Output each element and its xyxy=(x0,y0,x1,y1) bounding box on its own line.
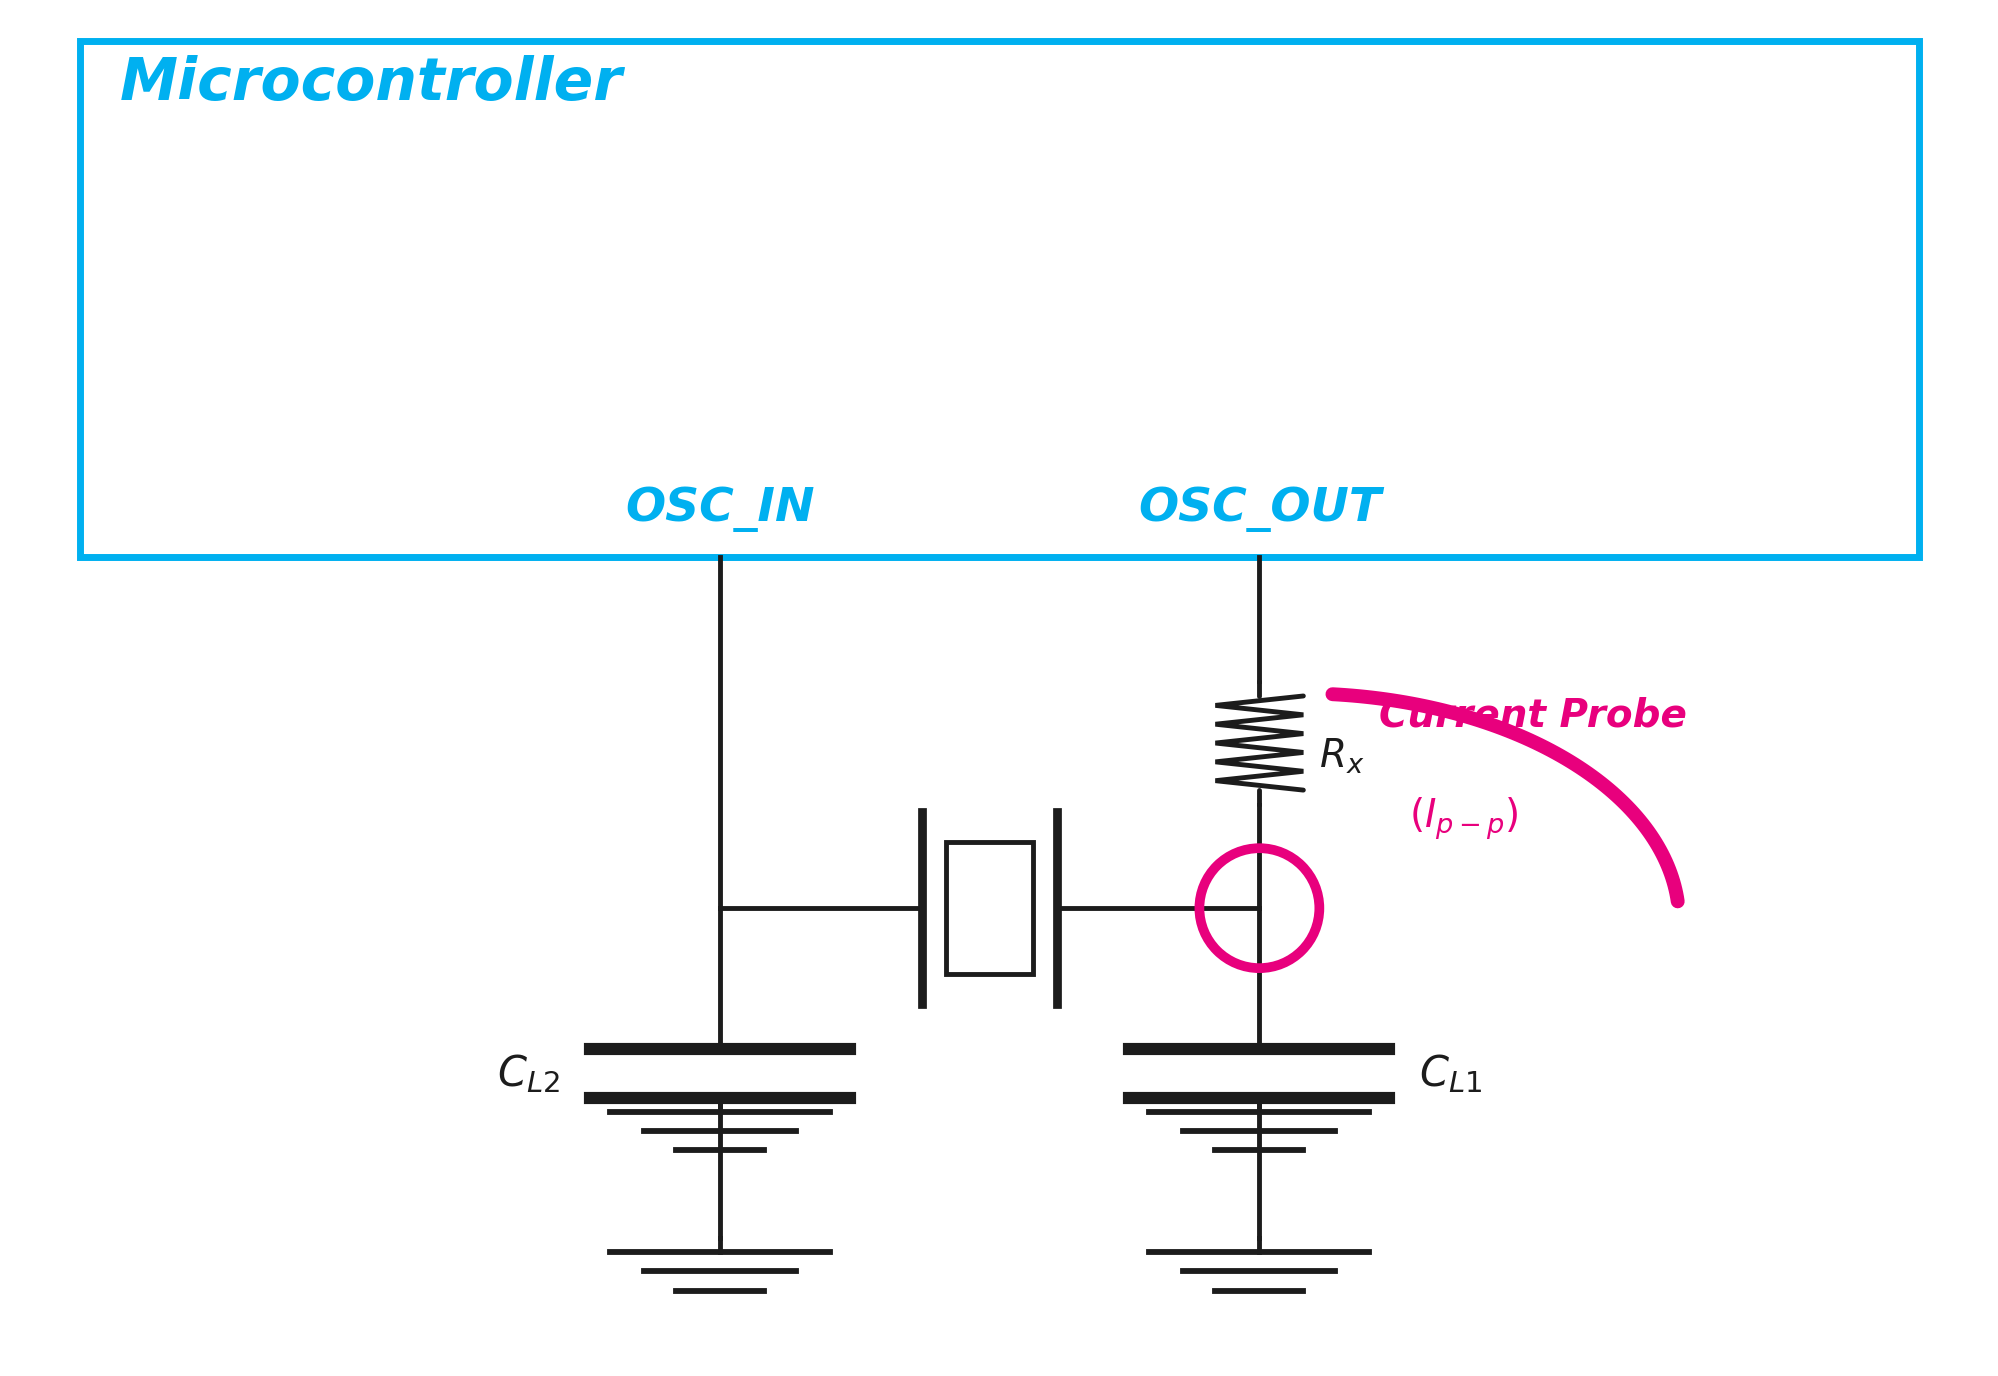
Text: $\mathit{R_x}$: $\mathit{R_x}$ xyxy=(1319,738,1365,776)
Text: $(I_{p-p})$: $(I_{p-p})$ xyxy=(1409,795,1518,842)
Bar xyxy=(945,842,1033,974)
Text: $C_{L2}$: $C_{L2}$ xyxy=(498,1051,559,1095)
Text: OSC_IN: OSC_IN xyxy=(625,486,813,533)
Text: $C_{L1}$: $C_{L1}$ xyxy=(1419,1051,1483,1095)
Text: Microcontroller: Microcontroller xyxy=(120,55,623,111)
Text: OSC_OUT: OSC_OUT xyxy=(1137,486,1381,533)
Text: Current Probe: Current Probe xyxy=(1379,696,1686,735)
Bar xyxy=(80,41,1918,557)
